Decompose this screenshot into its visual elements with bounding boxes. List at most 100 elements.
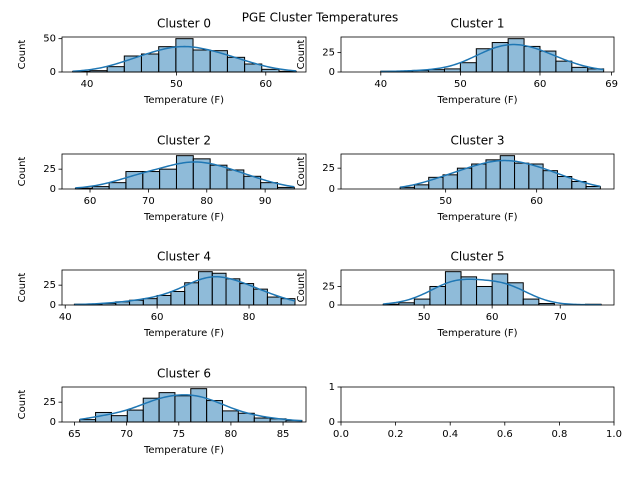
axes-title: Cluster 6: [157, 367, 211, 381]
x-tick-label: 50: [439, 196, 452, 207]
bar: [507, 282, 524, 306]
y-axis-label: Count: [17, 157, 28, 187]
x-tick-label: 0.2: [388, 429, 404, 440]
x-tick-label: 80: [225, 429, 238, 440]
bar: [142, 171, 161, 190]
bar: [225, 278, 241, 306]
x-tick-label: 60: [84, 196, 97, 207]
y-tick-label: 25: [322, 163, 335, 174]
y-axis-label: Count: [296, 157, 307, 187]
kde-curve: [75, 161, 295, 189]
x-tick-label: 60: [259, 79, 272, 90]
x-axis-label: Temperature (F): [143, 95, 224, 106]
y-tick-label: 25: [322, 281, 335, 292]
x-tick-label: 0.8: [551, 429, 567, 440]
bar: [460, 276, 478, 306]
y-tick-label: 50: [43, 34, 56, 45]
axes-frame: [61, 153, 307, 190]
bar: [523, 45, 541, 73]
x-tick-label: 90: [259, 196, 272, 207]
bar: [459, 62, 477, 73]
bar: [444, 271, 462, 306]
axes-frame: [340, 386, 615, 423]
bar: [221, 410, 239, 423]
y-tick-label: 0: [329, 184, 335, 195]
x-tick-label: 60: [151, 312, 164, 323]
x-tick-label: 40: [59, 312, 72, 323]
axes-title: Cluster 2: [157, 134, 211, 148]
x-tick-label: 69: [605, 79, 618, 90]
y-tick-label: 25: [43, 164, 56, 175]
x-tick-label: 0.6: [497, 429, 513, 440]
kde-curve: [72, 45, 297, 72]
y-tick-label: 25: [322, 48, 335, 59]
bar: [522, 298, 540, 306]
y-tick-label: 0: [329, 300, 335, 311]
bar: [442, 174, 458, 190]
y-tick-label: 0: [50, 300, 56, 311]
axes-title: Cluster 5: [450, 250, 504, 264]
x-axis-label: Temperature (F): [143, 445, 224, 456]
y-tick-label: 0: [50, 417, 56, 428]
figure-title: PGE Cluster Temperatures: [242, 11, 399, 25]
axes-frame: [61, 36, 307, 73]
y-tick-label: 25: [43, 397, 56, 408]
bar: [140, 53, 160, 73]
bar: [142, 298, 158, 306]
bar: [539, 50, 557, 73]
y-axis-label: Count: [296, 40, 307, 70]
axes-frame: [340, 153, 615, 190]
kde-curve: [400, 159, 601, 188]
y-tick-label: 0: [50, 184, 56, 195]
x-axis-label: Temperature (F): [143, 328, 224, 339]
bar: [170, 291, 186, 306]
axes-title: Cluster 4: [157, 250, 211, 264]
bar: [571, 66, 589, 73]
kde-curve: [383, 278, 602, 306]
bar: [175, 155, 194, 190]
axes-frame: [340, 36, 615, 73]
kde-curve: [74, 276, 296, 306]
y-axis-label: Count: [296, 273, 307, 303]
y-tick-label: 0: [329, 417, 335, 428]
y-axis-label: Count: [17, 273, 28, 303]
bar: [156, 294, 172, 306]
bar: [261, 68, 280, 73]
x-axis-label: Temperature (F): [436, 95, 517, 106]
bar: [443, 68, 461, 73]
bar: [158, 46, 177, 73]
x-tick-label: 80: [243, 312, 256, 323]
axes-frame: [340, 269, 615, 306]
bar: [471, 163, 487, 190]
bar: [476, 285, 493, 306]
bar: [175, 38, 194, 73]
kde-curve: [79, 394, 302, 422]
x-axis-label: Temperature (F): [436, 212, 517, 223]
bar: [555, 60, 573, 73]
bar: [514, 162, 530, 190]
x-tick-label: 60: [486, 312, 499, 323]
axes-frame: [61, 386, 307, 423]
x-tick-label: 70: [120, 429, 133, 440]
x-tick-label: 60: [530, 196, 543, 207]
kde-curve: [380, 43, 604, 73]
y-axis-label: Count: [17, 40, 28, 70]
x-axis-label: Temperature (F): [436, 328, 517, 339]
bar: [507, 38, 525, 73]
bar: [413, 298, 431, 306]
axes-title: Cluster 0: [157, 17, 211, 31]
x-tick-label: 70: [142, 196, 155, 207]
bar: [491, 273, 509, 306]
x-tick-label: 60: [534, 79, 547, 90]
bar: [253, 417, 271, 423]
bar: [108, 182, 127, 190]
bar: [209, 164, 228, 190]
x-tick-label: 80: [200, 196, 213, 207]
bar: [126, 409, 144, 423]
bar: [159, 168, 177, 190]
bar: [174, 395, 192, 423]
x-tick-label: 65: [68, 429, 81, 440]
x-tick-label: 50: [418, 312, 431, 323]
y-tick-label: 25: [43, 280, 56, 291]
